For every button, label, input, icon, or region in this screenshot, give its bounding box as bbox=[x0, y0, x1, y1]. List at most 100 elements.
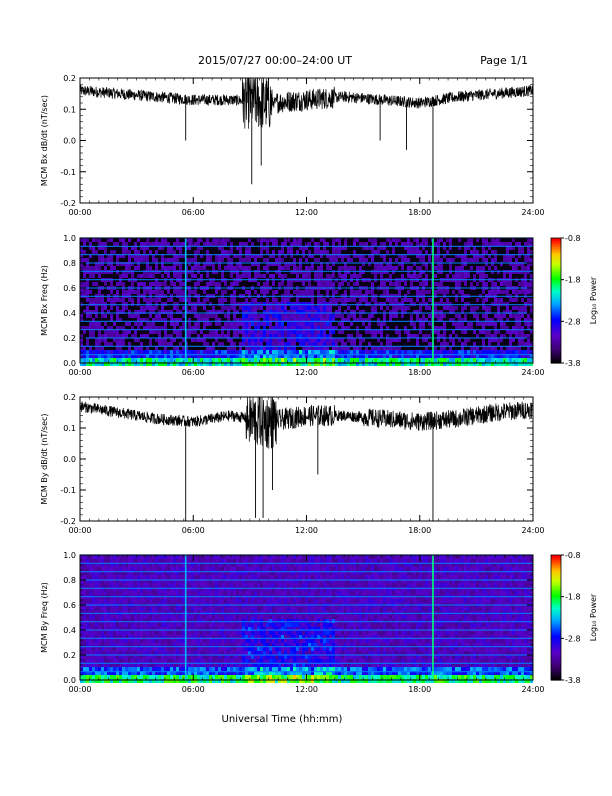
heatmap-cell bbox=[155, 659, 158, 663]
heatmap-cell bbox=[134, 350, 137, 354]
heatmap-cell bbox=[92, 250, 95, 254]
heatmap-cell bbox=[284, 358, 287, 362]
heatmap-cell bbox=[167, 591, 170, 595]
heatmap-cell bbox=[188, 599, 191, 603]
heatmap-cell bbox=[320, 282, 323, 286]
heatmap-cell bbox=[353, 290, 356, 294]
heatmap-cell bbox=[116, 242, 119, 246]
heatmap-cell bbox=[86, 266, 89, 270]
heatmap-cell bbox=[482, 358, 485, 362]
heatmap-cell bbox=[158, 242, 161, 246]
heatmap-cell bbox=[107, 350, 110, 354]
heatmap-cell bbox=[155, 306, 158, 310]
heatmap-cell bbox=[491, 238, 494, 242]
heatmap-cell bbox=[425, 274, 428, 278]
heatmap-cell bbox=[383, 282, 386, 286]
heatmap-cell bbox=[494, 322, 497, 326]
heatmap-cell bbox=[257, 274, 260, 278]
heatmap-cell bbox=[263, 358, 266, 362]
heatmap-cell bbox=[473, 350, 476, 354]
heatmap-cell bbox=[371, 314, 374, 318]
heatmap-cell bbox=[188, 575, 191, 579]
heatmap-cell bbox=[479, 322, 482, 326]
heatmap-cell bbox=[176, 639, 179, 643]
heatmap-cell bbox=[296, 242, 299, 246]
heatmap-cell bbox=[515, 290, 518, 294]
heatmap-cell bbox=[293, 290, 296, 294]
heatmap-cell bbox=[113, 615, 116, 619]
heatmap-cell bbox=[146, 599, 149, 603]
heatmap-cell bbox=[359, 274, 362, 278]
heatmap-cell bbox=[326, 314, 329, 318]
heatmap-cell bbox=[275, 302, 278, 306]
heatmap-cell bbox=[302, 342, 305, 346]
heatmap-cell bbox=[110, 358, 113, 362]
heatmap-cell bbox=[182, 290, 185, 294]
heatmap-cell bbox=[215, 242, 218, 246]
heatmap-cell bbox=[173, 647, 176, 651]
heatmap-cell bbox=[458, 266, 461, 270]
heatmap-cell bbox=[173, 559, 176, 563]
heatmap-cell bbox=[134, 575, 137, 579]
heatmap-cell bbox=[140, 631, 143, 635]
heatmap-cell bbox=[107, 575, 110, 579]
heatmap-cell bbox=[518, 270, 521, 274]
heatmap-cell bbox=[443, 242, 446, 246]
heatmap-cell bbox=[488, 242, 491, 246]
heatmap-cell bbox=[128, 358, 131, 362]
heatmap-cell bbox=[119, 587, 122, 591]
heatmap-cell bbox=[440, 342, 443, 346]
heatmap-cell bbox=[140, 591, 143, 595]
heatmap-cell bbox=[104, 591, 107, 595]
heatmap-cell bbox=[152, 559, 155, 563]
heatmap-cell bbox=[491, 350, 494, 354]
heatmap-cell bbox=[155, 258, 158, 262]
heatmap-cell bbox=[176, 619, 179, 623]
heatmap-cell bbox=[353, 282, 356, 286]
heatmap-cell bbox=[179, 631, 182, 635]
heatmap-cell bbox=[137, 282, 140, 286]
heatmap-cell bbox=[308, 270, 311, 274]
heatmap-cell bbox=[515, 306, 518, 310]
heatmap-cell bbox=[500, 322, 503, 326]
heatmap-cell bbox=[320, 266, 323, 270]
heatmap-cell bbox=[143, 631, 146, 635]
heatmap-cell bbox=[83, 667, 86, 671]
heatmap-cell bbox=[209, 322, 212, 326]
heatmap-cell bbox=[176, 667, 179, 671]
heatmap-cell bbox=[137, 322, 140, 326]
heatmap-cell bbox=[230, 258, 233, 262]
heatmap-cell bbox=[356, 330, 359, 334]
heatmap-cell bbox=[125, 242, 128, 246]
heatmap-cell bbox=[149, 591, 152, 595]
heatmap-cell bbox=[338, 266, 341, 270]
heatmap-cell bbox=[149, 647, 152, 651]
heatmap-cell bbox=[272, 330, 275, 334]
heatmap-cell bbox=[173, 599, 176, 603]
heatmap-cell bbox=[308, 314, 311, 318]
heatmap-cell bbox=[491, 282, 494, 286]
heatmap-cell bbox=[128, 639, 131, 643]
heatmap-cell bbox=[440, 358, 443, 362]
heatmap-cell bbox=[95, 266, 98, 270]
heatmap-cell bbox=[224, 250, 227, 254]
heatmap-cell bbox=[122, 302, 125, 306]
heatmap-cell bbox=[230, 274, 233, 278]
heatmap-cell bbox=[224, 322, 227, 326]
heatmap-cell bbox=[494, 302, 497, 306]
heatmap-cell bbox=[251, 306, 254, 310]
heatmap-cell bbox=[344, 350, 347, 354]
heatmap-cell bbox=[512, 266, 515, 270]
heatmap-cell bbox=[101, 314, 104, 318]
heatmap-cell bbox=[317, 274, 320, 278]
heatmap-cell bbox=[428, 350, 431, 354]
heatmap-cell bbox=[188, 615, 191, 619]
heatmap-cell bbox=[416, 298, 419, 302]
heatmap-cell bbox=[167, 615, 170, 619]
heatmap-cell bbox=[83, 615, 86, 619]
heatmap-cell bbox=[98, 290, 101, 294]
heatmap-cell bbox=[149, 639, 152, 643]
heatmap-cell bbox=[290, 342, 293, 346]
heatmap-cell bbox=[83, 639, 86, 643]
heatmap-cell bbox=[458, 350, 461, 354]
